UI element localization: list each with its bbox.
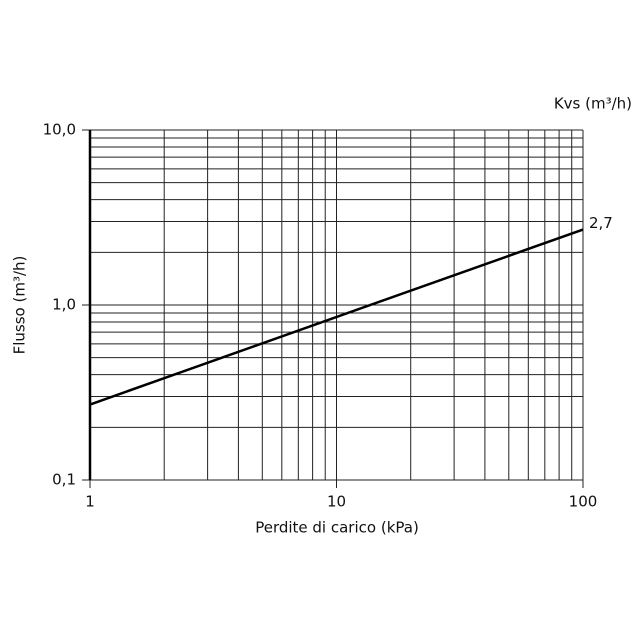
series-title: Kvs (m³/h) xyxy=(554,95,632,113)
data-label: 2,7 xyxy=(589,214,613,232)
y-axis-label: Flusso (m³/h) xyxy=(11,256,29,355)
y-tick-label: 10,0 xyxy=(43,121,76,139)
x-axis-label: Perdite di carico (kPa) xyxy=(255,519,419,537)
y-tick-label: 0,1 xyxy=(52,471,76,489)
x-tick-label: 1 xyxy=(85,493,95,511)
series-line xyxy=(89,228,584,406)
x-tick-label: 10 xyxy=(327,493,346,511)
x-tick-label: 100 xyxy=(569,493,598,511)
y-tick-label: 1,0 xyxy=(52,296,76,314)
